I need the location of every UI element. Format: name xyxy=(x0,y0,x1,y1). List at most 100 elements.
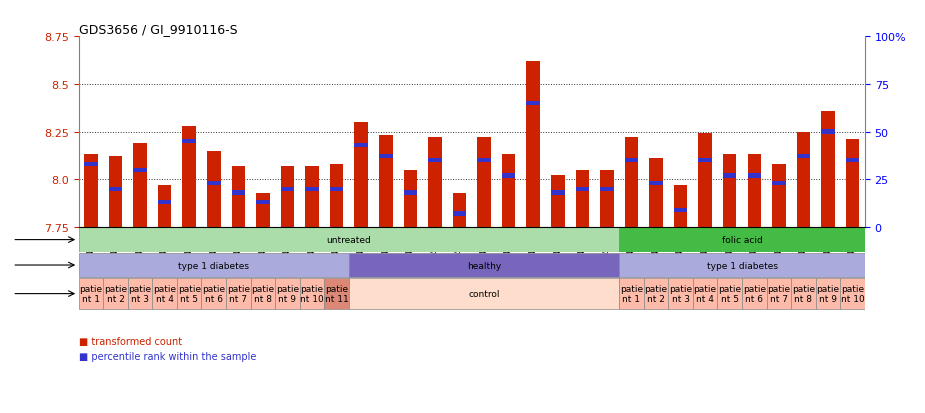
Bar xyxy=(526,62,540,227)
Bar xyxy=(644,279,668,309)
Text: patie
nt 7: patie nt 7 xyxy=(768,285,791,303)
Bar xyxy=(354,123,368,227)
Bar xyxy=(207,151,220,227)
Text: patie
nt 8: patie nt 8 xyxy=(252,285,275,303)
Text: patie
nt 5: patie nt 5 xyxy=(178,285,201,303)
Bar xyxy=(79,253,349,278)
Text: patie
nt 9: patie nt 9 xyxy=(276,285,299,303)
Text: patie
nt 11: patie nt 11 xyxy=(325,285,349,303)
Bar xyxy=(718,279,742,309)
Bar xyxy=(354,143,368,148)
Bar xyxy=(575,187,589,191)
Bar xyxy=(231,166,245,227)
Bar xyxy=(767,279,791,309)
Bar xyxy=(723,155,736,227)
Text: untreated: untreated xyxy=(327,235,371,244)
Bar xyxy=(649,159,663,227)
Text: type 1 diabetes: type 1 diabetes xyxy=(179,261,249,270)
Bar xyxy=(251,279,276,309)
Bar xyxy=(379,136,392,227)
Bar xyxy=(526,102,540,106)
Text: ■ percentile rank within the sample: ■ percentile rank within the sample xyxy=(79,351,256,361)
Bar xyxy=(158,201,171,205)
Bar xyxy=(845,159,859,163)
Bar xyxy=(452,193,466,227)
Bar xyxy=(349,279,619,309)
Bar xyxy=(649,181,663,186)
Bar xyxy=(796,132,810,227)
Bar xyxy=(256,201,270,205)
Text: patie
nt 3: patie nt 3 xyxy=(129,285,152,303)
Bar xyxy=(747,174,761,178)
Text: patie
nt 2: patie nt 2 xyxy=(645,285,668,303)
Bar xyxy=(452,212,466,216)
Text: patie
nt 6: patie nt 6 xyxy=(203,285,226,303)
Bar xyxy=(133,144,147,227)
Text: patie
nt 9: patie nt 9 xyxy=(817,285,840,303)
Bar xyxy=(575,170,589,227)
Text: ■ transformed count: ■ transformed count xyxy=(79,337,181,347)
Bar xyxy=(349,253,619,278)
Bar xyxy=(84,162,98,167)
Bar xyxy=(182,140,196,144)
Bar xyxy=(796,155,810,159)
Text: GDS3656 / GI_9910116-S: GDS3656 / GI_9910116-S xyxy=(79,23,237,36)
Bar xyxy=(79,228,619,252)
Bar xyxy=(502,155,515,227)
Bar xyxy=(79,279,104,309)
Bar xyxy=(231,191,245,195)
Bar xyxy=(428,159,441,163)
Bar xyxy=(624,138,638,227)
Text: patie
nt 7: patie nt 7 xyxy=(227,285,250,303)
Bar xyxy=(772,181,785,186)
Text: control: control xyxy=(468,290,500,298)
Bar xyxy=(280,187,294,191)
Bar xyxy=(305,187,319,191)
Bar xyxy=(693,279,718,309)
Bar xyxy=(477,159,491,163)
Text: patie
nt 3: patie nt 3 xyxy=(669,285,692,303)
Bar xyxy=(723,174,736,178)
Text: type 1 diabetes: type 1 diabetes xyxy=(707,261,778,270)
Bar xyxy=(276,279,300,309)
Bar xyxy=(619,228,865,252)
Bar xyxy=(109,157,122,227)
Text: patie
nt 8: patie nt 8 xyxy=(792,285,815,303)
Bar xyxy=(600,187,613,191)
Text: patie
nt 4: patie nt 4 xyxy=(694,285,717,303)
Bar xyxy=(153,279,177,309)
Bar xyxy=(226,279,251,309)
Bar xyxy=(600,170,613,227)
Bar xyxy=(673,208,687,212)
Bar xyxy=(207,181,220,186)
Bar xyxy=(698,159,712,163)
Text: patie
nt 1: patie nt 1 xyxy=(620,285,643,303)
Bar xyxy=(619,253,865,278)
Bar xyxy=(280,166,294,227)
Bar xyxy=(256,193,270,227)
Text: patie
nt 2: patie nt 2 xyxy=(104,285,127,303)
Bar xyxy=(158,185,171,227)
Bar xyxy=(403,170,417,227)
Text: patie
nt 5: patie nt 5 xyxy=(718,285,741,303)
Bar xyxy=(305,166,319,227)
Text: healthy: healthy xyxy=(467,261,501,270)
Text: patie
nt 4: patie nt 4 xyxy=(153,285,176,303)
Bar xyxy=(177,279,202,309)
Bar xyxy=(551,191,564,195)
Bar xyxy=(821,130,834,134)
Bar xyxy=(202,279,226,309)
Bar xyxy=(772,165,785,227)
Bar xyxy=(104,279,128,309)
Bar xyxy=(330,165,343,227)
Bar xyxy=(668,279,693,309)
Bar xyxy=(502,174,515,178)
Bar xyxy=(816,279,840,309)
Bar xyxy=(128,279,153,309)
Bar xyxy=(619,279,644,309)
Bar xyxy=(791,279,816,309)
Bar xyxy=(84,155,98,227)
Bar xyxy=(133,168,147,172)
Bar xyxy=(821,112,834,227)
Bar xyxy=(742,279,767,309)
